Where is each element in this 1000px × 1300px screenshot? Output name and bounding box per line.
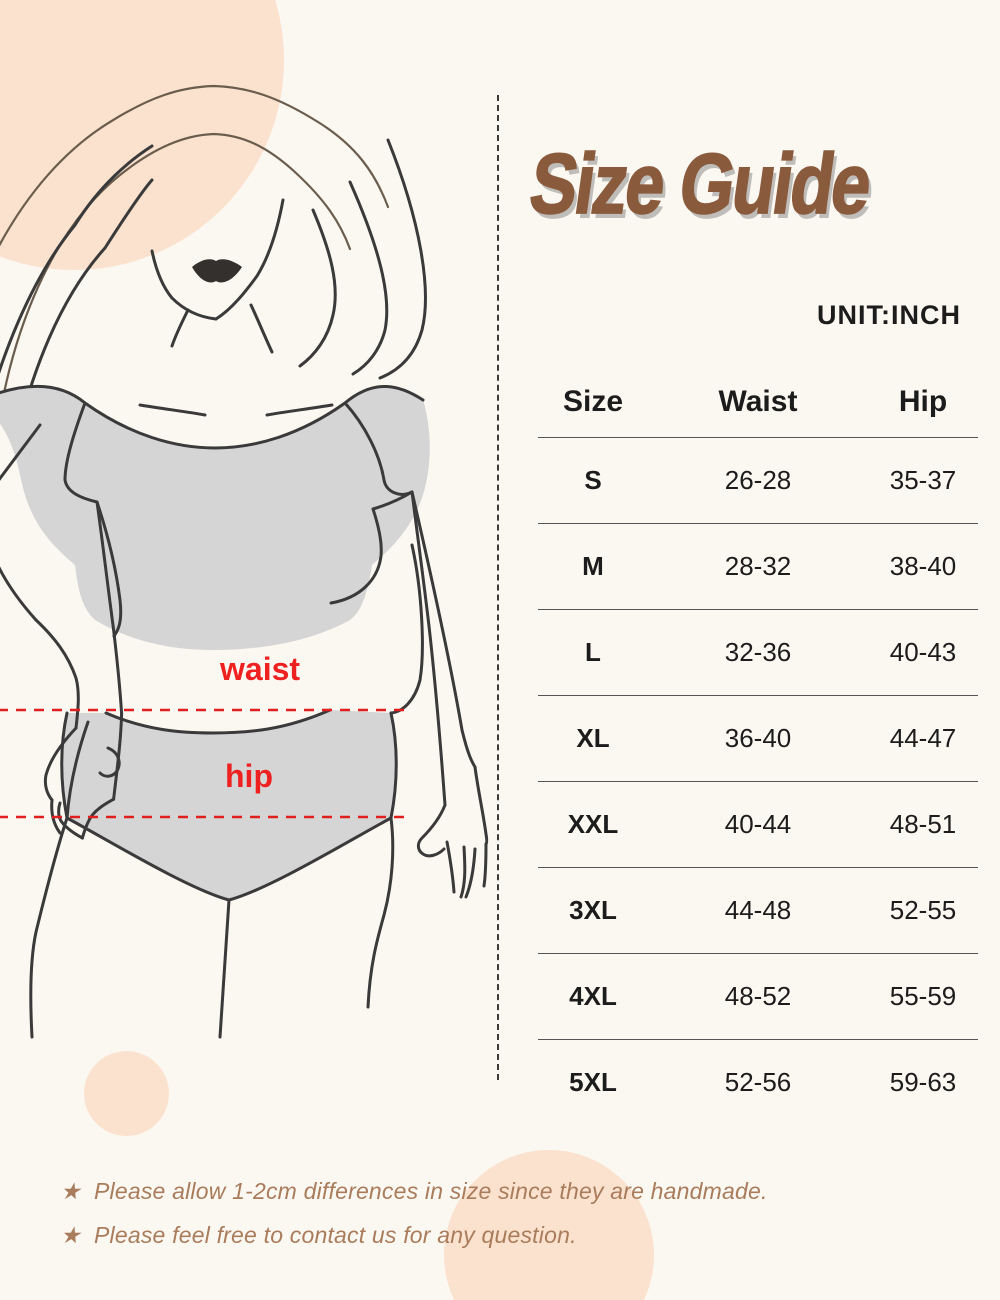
svg-text:waist: waist <box>219 651 300 687</box>
svg-text:hip: hip <box>225 758 273 794</box>
